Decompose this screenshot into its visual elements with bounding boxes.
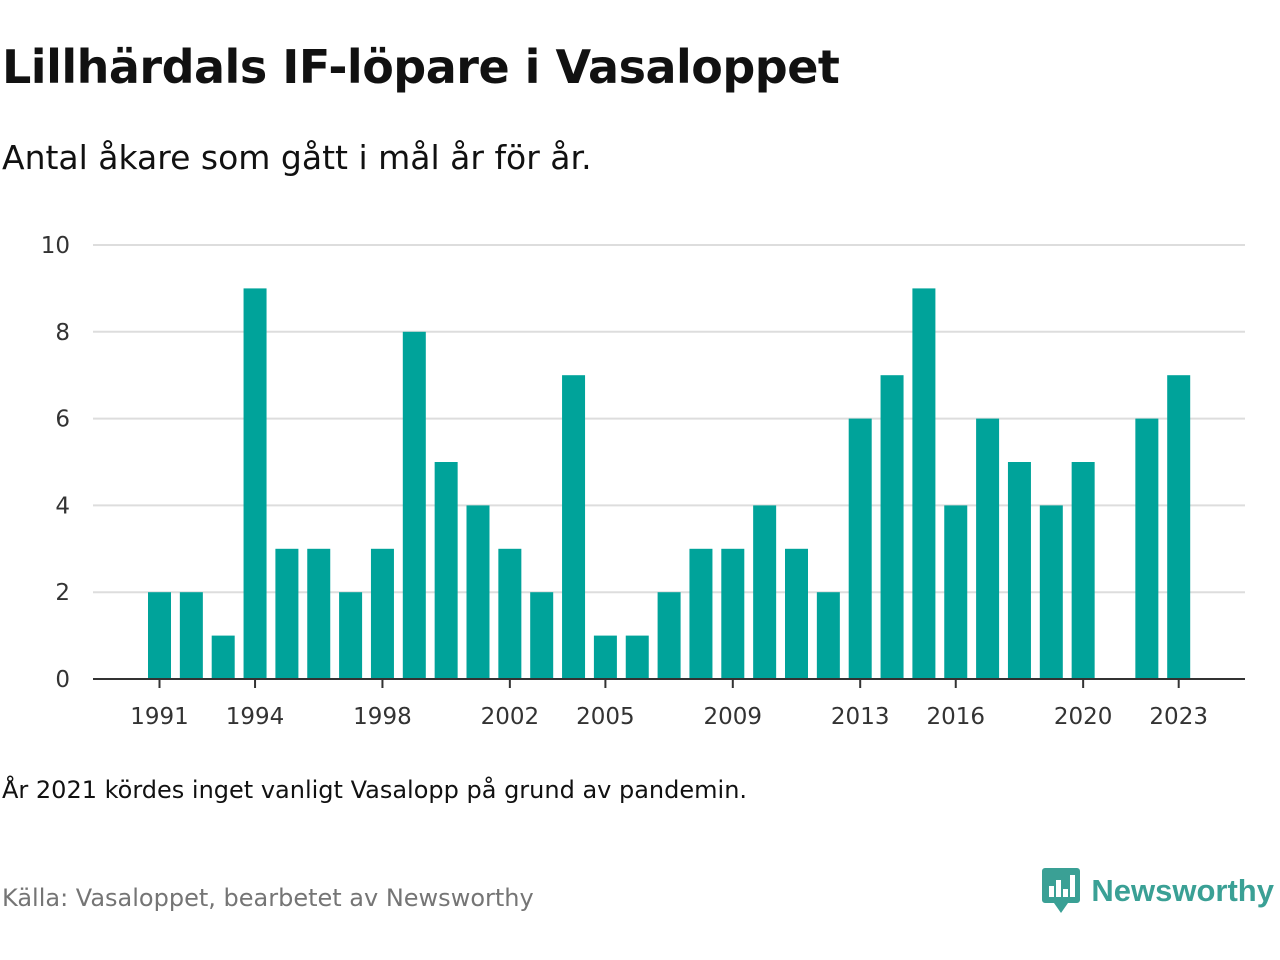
chart-subtitle: Antal åkare som gått i mål år för år. [2,138,592,177]
bar-2019 [1039,505,1063,679]
y-axis-ticks: 0 2 4 6 8 10 [41,233,70,693]
x-tick-label: 1994 [226,704,285,730]
x-tick-label: 2005 [576,704,635,730]
y-tick-label: 2 [55,580,70,606]
footnote: År 2021 kördes inget vanligt Vasalopp på… [2,776,748,804]
bar-2007 [657,592,681,679]
y-tick-label: 10 [41,233,70,259]
bar-1995 [275,548,299,679]
brand-logo: Newsworthy [1041,866,1274,916]
x-axis-ticks: 1991 1994 1998 2002 2005 2009 2013 2016 2020 2023 [130,679,1208,730]
bar-2009 [721,548,745,679]
bar-2010 [753,505,777,679]
bar-2016 [944,505,968,679]
y-tick-label: 8 [55,320,70,346]
bar-chart: 0 2 4 6 8 10 1991 1994 1998 2002 2005 2009 2013 2016… [41,233,1245,730]
x-tick-label: 2020 [1054,704,1113,730]
y-tick-label: 4 [55,493,70,519]
bar-2003 [530,592,554,679]
x-tick-label: 2023 [1149,704,1208,730]
bar-2014 [880,375,904,679]
bar-2006 [625,635,649,679]
bar-2013 [848,418,872,679]
brand-name: Newsworthy [1091,873,1274,908]
bar-1993 [211,635,235,679]
x-tick-label: 2002 [481,704,540,730]
chart-title: Lillhärdals IF-löpare i Vasaloppet [2,40,840,94]
bar-1997 [339,592,363,679]
x-tick-label: 1998 [353,704,412,730]
bar-1999 [402,331,426,679]
x-tick-label: 1991 [130,704,189,730]
bar-2004 [562,375,586,679]
bar-2001 [466,505,490,679]
bar-2005 [593,635,617,679]
bar-2018 [1007,462,1031,679]
source-credit: Källa: Vasaloppet, bearbetet av Newswort… [2,884,534,912]
y-tick-label: 6 [55,407,70,433]
bar-1994 [243,288,267,679]
x-tick-label: 2013 [831,704,890,730]
bar-1991 [148,592,171,679]
newsworthy-logo-icon [1042,868,1081,913]
bar-2008 [689,548,713,679]
bar-2017 [976,418,1000,679]
bars [148,288,1191,679]
bar-1992 [179,592,203,679]
bar-2000 [434,462,458,679]
bar-2012 [816,592,840,679]
x-tick-label: 2009 [704,704,763,730]
bar-1996 [307,548,331,679]
x-tick-label: 2016 [926,704,985,730]
bar-2011 [785,548,808,679]
bar-2002 [498,548,522,679]
bar-1998 [370,548,394,679]
bar-2023 [1167,375,1191,679]
bar-2022 [1135,418,1159,679]
bar-2020 [1071,462,1095,679]
bar-2015 [912,288,936,679]
y-tick-label: 0 [55,667,70,693]
